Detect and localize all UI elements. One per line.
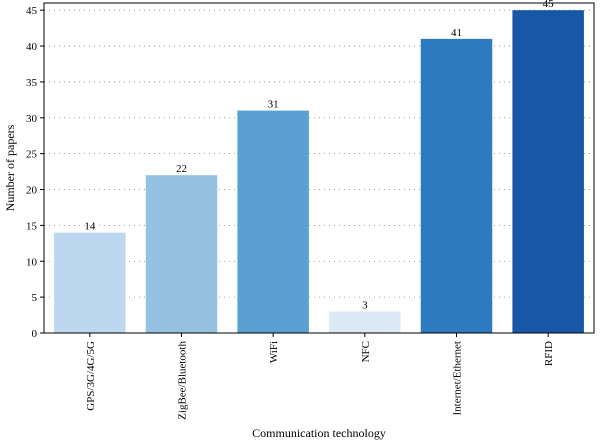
- bar-value-label: 31: [268, 99, 279, 111]
- x-axis-title: Communication technology: [252, 426, 386, 440]
- y-tick-label: 15: [26, 220, 38, 232]
- y-tick-label: 40: [26, 41, 38, 53]
- x-tick-label: WiFi: [268, 341, 280, 363]
- y-tick-label: 45: [26, 5, 38, 17]
- bar-value-label: 45: [543, 0, 555, 10]
- grid-lines: [44, 9, 594, 298]
- y-axis-ticks: 0 5 10 15 20 25 30 35 40 45: [26, 5, 44, 340]
- bar-value-label: 3: [362, 299, 368, 311]
- y-tick-label: 30: [26, 113, 38, 125]
- y-axis-title: Number of papers: [3, 124, 17, 211]
- bar-value-label: 41: [451, 27, 462, 39]
- bar: [420, 38, 493, 333]
- y-tick-label: 25: [26, 149, 38, 161]
- bar: [512, 10, 584, 333]
- bar-value-label: 22: [176, 163, 187, 175]
- value-labels-group: 14 22 31 3 41 45: [84, 0, 554, 311]
- x-tick-label: ZigBee/Bluetooth: [177, 341, 189, 420]
- bar-value-label: 14: [84, 221, 96, 233]
- bar: [237, 110, 309, 333]
- x-tick-label: Internet/Ethernet: [452, 341, 464, 416]
- x-axis-ticks: GPS/3G/4G/5G ZigBee/Bluetooth WiFi NFC Inter…: [85, 333, 555, 420]
- y-tick-label: 0: [32, 328, 38, 340]
- y-tick-label: 10: [26, 256, 38, 268]
- bar: [329, 311, 401, 333]
- bar: [145, 175, 218, 333]
- y-tick-label: 5: [32, 292, 38, 304]
- y-tick-label: 20: [26, 185, 38, 197]
- y-tick-label: 35: [26, 77, 38, 89]
- bar: [54, 232, 126, 333]
- plot-frame: [43, 2, 595, 334]
- x-tick-label: GPS/3G/4G/5G: [85, 341, 97, 411]
- bars-group: [54, 10, 584, 333]
- x-tick-label: NFC: [360, 341, 372, 362]
- x-tick-label: RFID: [543, 341, 555, 366]
